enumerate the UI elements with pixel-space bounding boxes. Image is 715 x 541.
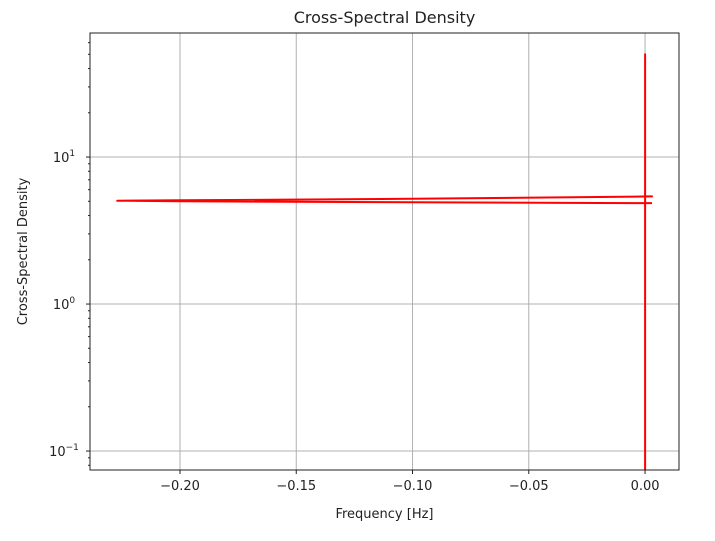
y-tick-label: 101 — [53, 149, 75, 166]
plot-background — [90, 33, 679, 470]
series-line-csd — [116, 53, 653, 470]
y-tick-label: 100 — [53, 296, 76, 313]
x-tick-label: −0.20 — [160, 479, 200, 494]
chart-title: Cross-Spectral Density — [294, 8, 476, 27]
x-tick-label: 0.00 — [631, 479, 660, 494]
y-tick-label: 10−1 — [49, 443, 79, 460]
x-tick-label: −0.15 — [276, 479, 316, 494]
x-axis-label: Frequency [Hz] — [335, 507, 433, 522]
x-tick-label: −0.10 — [393, 479, 433, 494]
plot-frame — [89, 32, 680, 471]
x-tick-label: −0.05 — [509, 479, 549, 494]
y-axis-label: Cross-Spectral Density — [16, 177, 31, 325]
